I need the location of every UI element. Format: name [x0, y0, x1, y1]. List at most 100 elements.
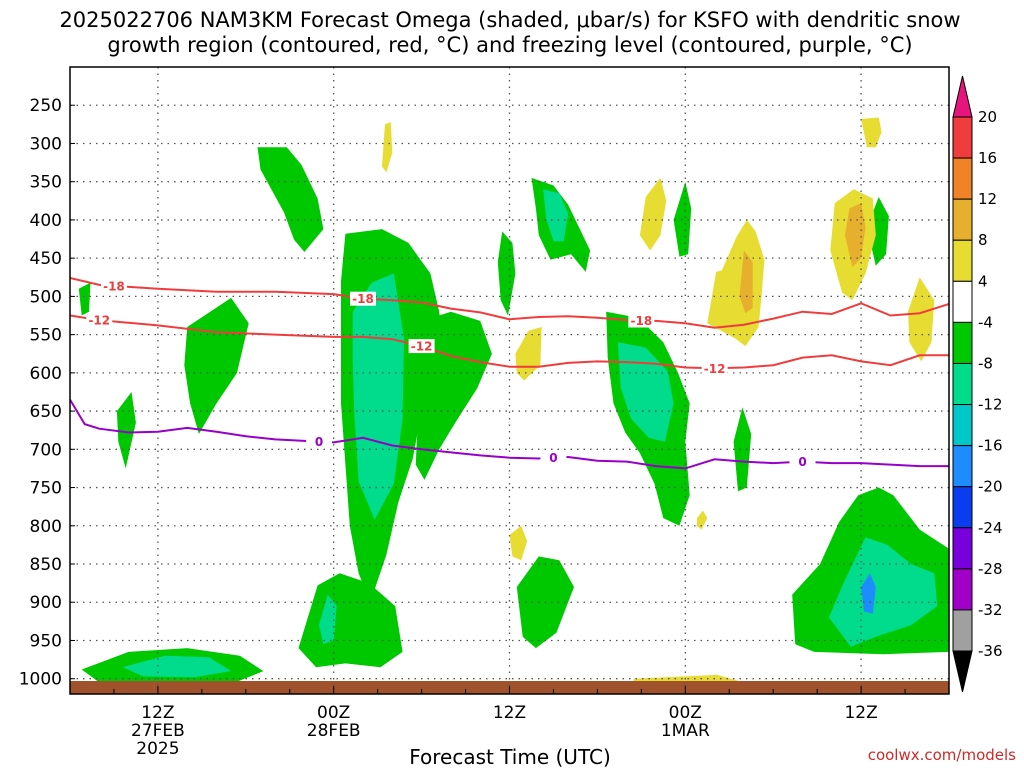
y-tick-label: 400: [30, 211, 62, 231]
colorbar-bin: [952, 486, 973, 529]
x-tick-label: 12Z: [493, 703, 526, 723]
colorbar-label: -20: [978, 478, 1003, 496]
omega-region-x: [382, 122, 393, 173]
omega-region-l: [116, 392, 136, 469]
contour-label-bg: [789, 454, 816, 469]
contour-label-bg: [306, 434, 333, 449]
y-tick-label: 900: [30, 593, 62, 613]
y-tick-label: 500: [30, 287, 62, 307]
omega-region-aa: [707, 219, 765, 347]
omega-shading: [78, 117, 949, 687]
omega-region-s: [861, 573, 876, 614]
colorbar-label: -24: [978, 519, 1003, 537]
colorbar-label: -8: [978, 354, 993, 372]
contour-label: 0: [315, 435, 323, 449]
contour-label: 0: [549, 451, 557, 465]
contour-label: 0: [798, 455, 806, 469]
colorbar-label: -12: [978, 396, 1003, 414]
colorbar-bin: [952, 280, 973, 323]
omega-region-z: [639, 177, 667, 251]
contour-label: -12: [88, 314, 110, 328]
contour-label-bg: [100, 278, 127, 293]
omega-region-c: [352, 273, 404, 520]
omega-region-w: [733, 407, 752, 492]
y-tick-label: 250: [30, 96, 62, 116]
y-tick-label: 350: [30, 173, 62, 193]
colorbar: 20 16 12 8 4 -4 -8 -12 -16 -20 -24 -28 -32 -36: [952, 75, 1003, 693]
contour-line--12: [70, 314, 949, 370]
y-tick-label: 1000: [19, 670, 62, 690]
colorbar-bin: [952, 527, 973, 570]
omega-region-v: [673, 181, 692, 257]
title-line-1: 2025022706 NAM3KM Forecast Omega (shaded…: [59, 8, 960, 32]
colorbar-bin: [952, 568, 973, 611]
omega-region-ab: [739, 250, 753, 314]
omega-region-e: [497, 231, 516, 316]
x-tick-label: 12Z: [844, 703, 877, 723]
omega-region-r: [828, 537, 938, 647]
x-tick-label: 00Z: [317, 703, 350, 723]
omega-region-o: [298, 573, 403, 668]
colorbar-bin: [952, 321, 973, 364]
colorbar-bin: [952, 157, 973, 200]
omega-region-i: [617, 342, 674, 442]
omega-region-ai: [697, 510, 708, 530]
credit-text: coolwx.com/models: [868, 746, 1016, 764]
contour-label-bg: [86, 313, 113, 328]
x-tick-label: 27FEB: [131, 721, 185, 741]
omega-region-d: [415, 311, 492, 480]
y-tick-label: 650: [30, 402, 62, 422]
y-tick-label: 800: [30, 517, 62, 537]
x-tick-label: 1MAR: [661, 721, 710, 741]
contour-label: -18: [103, 279, 125, 293]
contour-lines: -18 -18 -18 -12 -12 -12 0 0 0: [70, 277, 949, 470]
omega-region-k: [78, 282, 91, 316]
omega-region-ad: [845, 203, 866, 268]
colorbar-bin: [952, 239, 973, 282]
omega-region-ag: [509, 525, 528, 561]
omega-region-j: [184, 297, 249, 434]
omega-region-ae: [908, 277, 935, 362]
y-tick-label: 950: [30, 631, 62, 651]
colorbar-label: 16: [978, 149, 997, 167]
colorbar-bin: [952, 116, 973, 159]
colorbar-label: 20: [978, 108, 997, 126]
colorbar-bin: [952, 404, 973, 447]
omega-region-g: [543, 189, 569, 242]
gridlines: [70, 67, 949, 694]
colorbar-label: 12: [978, 190, 997, 208]
x-tick-label: 12Z: [141, 703, 174, 723]
y-tick-label: 700: [30, 440, 62, 460]
colorbar-label: -28: [978, 560, 1003, 578]
omega-region-af: [861, 117, 882, 148]
omega-region-p: [319, 594, 337, 645]
colorbar-bin: [952, 609, 973, 652]
x-tick-label: 00Z: [669, 703, 702, 723]
colorbar-label: -32: [978, 601, 1003, 619]
y-tick-label: 600: [30, 364, 62, 384]
x-tick-label: 28FEB: [307, 721, 361, 741]
colorbar-label: 4: [978, 272, 988, 290]
colorbar-bin: [952, 445, 973, 488]
y-axis: 250 300 350 400 450 500 550 600 650 700 750 800 850 9…: [19, 96, 75, 690]
colorbar-bin: [952, 362, 973, 406]
y-tick-label: 850: [30, 555, 62, 575]
contour-label-bg: [540, 450, 567, 465]
colorbar-label: -36: [978, 642, 1003, 660]
y-tick-label: 750: [30, 479, 62, 499]
contour-label: -18: [352, 292, 374, 306]
contour-label-bg: [408, 339, 435, 354]
contour-label-bg: [628, 313, 655, 328]
omega-region-n: [122, 655, 232, 678]
y-tick-label: 450: [30, 249, 62, 269]
omega-region-a: [257, 147, 324, 252]
x-axis-label: Forecast Time (UTC): [409, 745, 611, 768]
contour-label-bg: [350, 291, 376, 306]
contour-line--18: [70, 277, 949, 329]
colorbar-under-arrow: [952, 650, 973, 693]
contour-label: -18: [631, 314, 653, 328]
title-line-2: growth region (contoured, red, °C) and f…: [107, 33, 912, 57]
y-tick-label: 550: [30, 326, 62, 346]
